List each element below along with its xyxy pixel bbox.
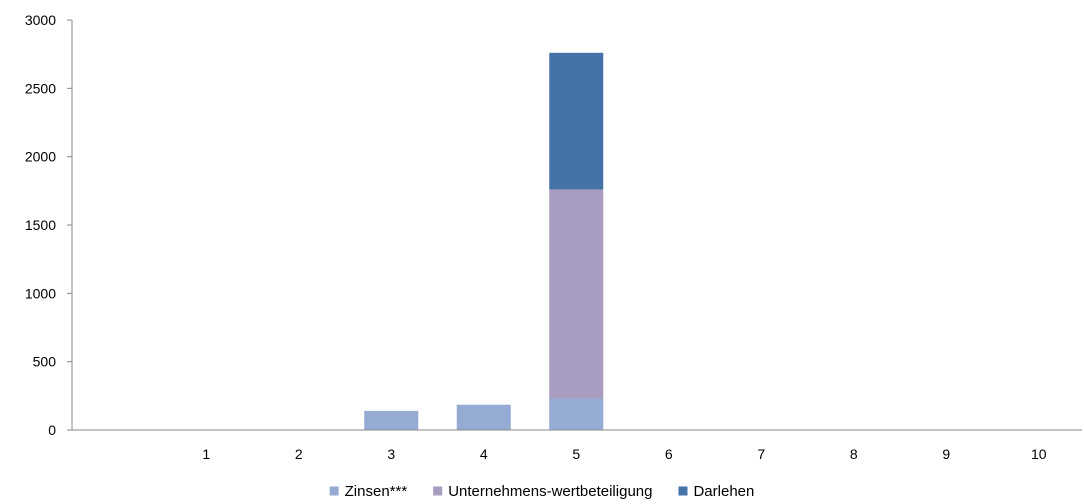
- bars: [364, 52, 604, 430]
- x-tick-label: 1: [202, 446, 210, 462]
- x-tick-label: 6: [665, 446, 673, 462]
- legend-label: Zinsen***: [345, 483, 408, 500]
- x-tick-label: 4: [480, 446, 488, 462]
- y-tick-label: 3000: [25, 12, 56, 28]
- bar-segment: [456, 404, 511, 430]
- y-tick-label: 2000: [25, 149, 56, 165]
- x-tick-label: 8: [850, 446, 858, 462]
- y-tick-label: 1000: [25, 285, 56, 301]
- x-tick-label: 2: [295, 446, 303, 462]
- y-tick-label: 1500: [25, 217, 56, 233]
- y-tick-label: 0: [48, 422, 56, 438]
- bar-segment: [549, 52, 604, 190]
- bar-segment: [549, 189, 604, 399]
- legend-swatch: [678, 486, 688, 496]
- x-tick-label: 5: [572, 446, 580, 462]
- legend-label: Darlehen: [693, 483, 754, 500]
- legend: Zinsen*** Unternehmens-wertbeteiligung Dar…: [329, 483, 754, 500]
- y-tick-label: 2500: [25, 80, 56, 96]
- y-tick-label: 500: [33, 354, 57, 370]
- legend-swatch: [329, 486, 339, 496]
- x-tick-label: 7: [757, 446, 765, 462]
- x-tick-label: 3: [387, 446, 395, 462]
- legend-label: Unternehmens-wertbeteiligung: [448, 483, 652, 500]
- legend-swatch: [433, 486, 443, 496]
- y-axis-ticks: 0 500 1000 1500 2000 2500 3000: [25, 12, 72, 438]
- x-tick-label: 9: [942, 446, 950, 462]
- bar-segment: [364, 410, 419, 430]
- bar-segment: [549, 398, 604, 430]
- x-axis-ticks: 1 2 3 4 5 6 7 8 9 10: [202, 446, 1046, 462]
- x-tick-label: 10: [1031, 446, 1047, 462]
